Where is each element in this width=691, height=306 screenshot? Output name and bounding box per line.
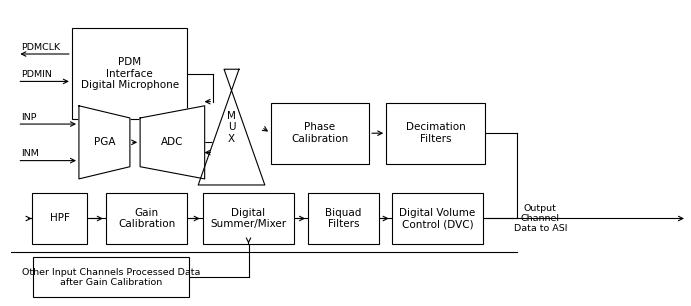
Bar	[33, 257, 189, 297]
Bar	[271, 103, 369, 164]
Bar	[202, 193, 294, 244]
Text: PDM
Interface
Digital Microphone: PDM Interface Digital Microphone	[81, 57, 179, 90]
Bar	[386, 103, 484, 164]
Text: PDMCLK: PDMCLK	[21, 43, 60, 52]
Polygon shape	[198, 69, 265, 185]
Text: Digital Volume
Control (DVC): Digital Volume Control (DVC)	[399, 208, 475, 229]
Bar	[72, 28, 187, 119]
Text: Decimation
Filters: Decimation Filters	[406, 122, 465, 144]
Text: M
U
X: M U X	[227, 110, 236, 144]
Text: Biquad
Filters: Biquad Filters	[325, 208, 362, 229]
Text: Output
Channel
Data to ASI: Output Channel Data to ASI	[513, 203, 567, 233]
Text: INP: INP	[21, 113, 37, 121]
Text: PDMIN: PDMIN	[21, 70, 52, 79]
Bar	[106, 193, 187, 244]
Text: Phase
Calibration: Phase Calibration	[291, 122, 348, 144]
Text: HPF: HPF	[50, 214, 70, 223]
Text: Digital
Summer/Mixer: Digital Summer/Mixer	[211, 208, 287, 229]
Polygon shape	[79, 106, 130, 179]
Bar	[32, 193, 88, 244]
Bar	[392, 193, 483, 244]
Polygon shape	[140, 106, 205, 179]
Text: Other Input Channels Processed Data
after Gain Calibration: Other Input Channels Processed Data afte…	[22, 267, 200, 287]
Text: INM: INM	[21, 149, 39, 158]
Text: ADC: ADC	[161, 137, 184, 147]
Text: Gain
Calibration: Gain Calibration	[118, 208, 176, 229]
Bar	[308, 193, 379, 244]
Text: PGA: PGA	[94, 137, 115, 147]
